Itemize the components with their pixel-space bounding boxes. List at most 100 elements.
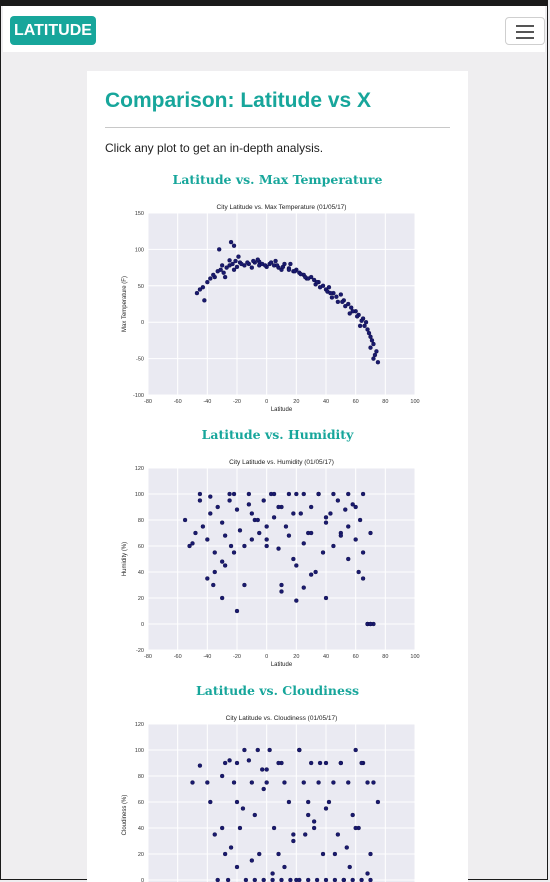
data-point — [365, 327, 370, 332]
data-point — [316, 780, 321, 785]
data-point — [286, 533, 292, 538]
data-point — [246, 491, 252, 497]
data-point — [288, 261, 293, 267]
data-point — [301, 491, 306, 497]
data-point — [231, 780, 237, 785]
data-point — [267, 747, 272, 753]
data-point — [331, 491, 336, 497]
data-point — [208, 511, 213, 516]
y-tick-label: 80 — [138, 774, 144, 780]
data-point — [234, 507, 240, 512]
data-point — [271, 825, 277, 831]
data-point — [353, 747, 358, 753]
data-point — [279, 582, 284, 588]
data-point — [368, 851, 373, 857]
data-point — [205, 780, 210, 785]
data-point — [237, 825, 243, 831]
data-point — [228, 543, 234, 549]
data-point — [298, 511, 303, 516]
x-tick-label: 80 — [382, 399, 388, 405]
humidity-scatter-plot[interactable]: -80 -60 -40 -20 0 20 40 60 80 100 -20 0 20 40 60 80 100 1… — [111, 454, 447, 704]
data-point — [368, 621, 373, 627]
data-point — [356, 569, 361, 575]
data-point — [222, 563, 228, 568]
data-point — [350, 309, 355, 314]
y-tick-label: 100 — [135, 748, 144, 754]
data-point — [190, 780, 195, 785]
plot-title-max-temperature: Latitude vs. Max Temperature — [172, 172, 383, 187]
data-point — [264, 543, 269, 549]
data-point — [323, 515, 329, 520]
data-point — [368, 334, 373, 339]
data-point — [326, 799, 332, 805]
data-point — [187, 543, 192, 549]
data-point — [264, 524, 269, 529]
data-point — [335, 832, 341, 837]
data-point — [316, 491, 321, 497]
x-tick-label: -80 — [144, 399, 152, 405]
y-tick-label: 0 — [141, 320, 144, 326]
y-tick-label: 80 — [138, 518, 144, 524]
max-temperature-scatter-plot[interactable]: -80 -60 -40 -20 0 20 40 60 80 100 -100 -50 0 50 100 150… — [111, 199, 447, 449]
data-point — [372, 352, 378, 358]
data-point — [208, 276, 213, 281]
x-tick-label: -40 — [203, 654, 211, 660]
y-tick-label: 120 — [135, 466, 144, 472]
data-point — [286, 491, 292, 497]
data-point — [220, 773, 225, 779]
data-point — [263, 263, 268, 268]
data-point — [347, 311, 352, 316]
x-axis-label: Latitude — [271, 407, 293, 413]
data-point — [228, 845, 234, 850]
brand-logo-link[interactable]: LATITUDE — [10, 16, 96, 45]
data-point — [357, 323, 363, 328]
data-point — [320, 550, 326, 555]
data-point — [301, 780, 306, 785]
data-point — [276, 546, 281, 551]
data-point — [234, 799, 240, 805]
data-point — [292, 269, 298, 274]
data-point — [320, 851, 326, 857]
data-point — [222, 274, 228, 280]
cloudiness-scatter-plot[interactable]: -80-60-40-20020406080100-200204060801001… — [111, 710, 447, 882]
data-point — [246, 758, 252, 763]
plot-area — [148, 213, 415, 395]
data-point — [353, 537, 358, 542]
data-point — [255, 517, 260, 523]
x-tick-label: 20 — [293, 399, 299, 405]
data-point — [344, 845, 349, 850]
x-tick-label: -20 — [233, 399, 241, 405]
data-point — [249, 537, 254, 542]
x-tick-label: 60 — [353, 399, 359, 405]
y-axis-label: Max Temperature (F) — [122, 276, 128, 332]
data-point — [220, 595, 225, 601]
data-point — [208, 494, 213, 499]
navbar-toggle-button[interactable] — [505, 17, 545, 45]
data-point — [237, 528, 243, 533]
data-point — [231, 550, 237, 555]
data-point — [359, 760, 364, 766]
data-point — [309, 504, 314, 510]
data-point — [227, 258, 232, 263]
data-point — [286, 267, 292, 272]
data-point — [286, 799, 292, 805]
data-point — [375, 360, 381, 365]
data-point — [298, 272, 303, 277]
data-point — [354, 314, 360, 319]
data-point — [249, 511, 254, 516]
data-point — [215, 504, 220, 510]
data-point — [346, 780, 351, 785]
data-point — [338, 760, 343, 766]
data-point — [338, 292, 343, 297]
data-point — [291, 556, 296, 562]
data-point — [260, 767, 265, 772]
x-tick-label: 60 — [353, 654, 359, 660]
data-point — [222, 760, 228, 766]
data-point — [239, 261, 244, 267]
data-point — [309, 760, 314, 766]
data-point — [264, 537, 269, 542]
data-point — [243, 877, 249, 882]
data-point — [323, 595, 329, 601]
page-title: Comparison: Latitude vs X — [105, 89, 372, 112]
plot-title-humidity: Latitude vs. Humidity — [201, 427, 354, 442]
